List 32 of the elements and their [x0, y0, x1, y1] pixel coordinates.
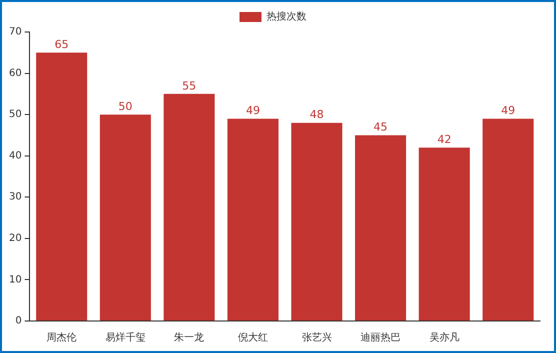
data-label: 50: [118, 100, 132, 113]
bar: [291, 122, 342, 320]
data-label: 48: [310, 108, 324, 122]
y-tick-label: 0: [15, 316, 22, 327]
y-tick-label: 40: [8, 150, 22, 162]
bar: [36, 52, 88, 320]
y-tick-label: 60: [8, 68, 22, 79]
x-tick-label: 吴亦凡: [429, 332, 460, 344]
y-tick-label: 70: [8, 26, 22, 38]
bar: [100, 114, 151, 320]
data-label: 49: [246, 104, 260, 118]
x-tick-label: 朱一龙: [174, 332, 204, 344]
data-label: 42: [437, 132, 452, 146]
x-tick-label: 周杰伦: [46, 332, 77, 344]
bar: [355, 135, 406, 320]
data-label: 49: [501, 104, 516, 118]
bar: [418, 148, 470, 320]
y-tick-label: 10: [8, 274, 22, 286]
x-tick-label: 张艺兴: [302, 332, 332, 344]
bar: [164, 94, 215, 320]
data-label: 55: [182, 79, 196, 92]
x-tick-label: 易烊千玺: [105, 332, 146, 344]
x-tick-label: 倪大红: [238, 332, 268, 344]
y-tick-label: 50: [8, 109, 22, 120]
bar: [482, 118, 534, 320]
y-tick-label: 30: [8, 192, 22, 203]
data-label: 65: [54, 38, 69, 51]
data-label: 45: [374, 120, 388, 134]
legend-label: 热搜次数: [266, 10, 306, 23]
y-tick-label: 20: [8, 233, 22, 244]
bar: [227, 118, 278, 320]
x-tick-label: 迪丽热巴: [360, 332, 401, 344]
